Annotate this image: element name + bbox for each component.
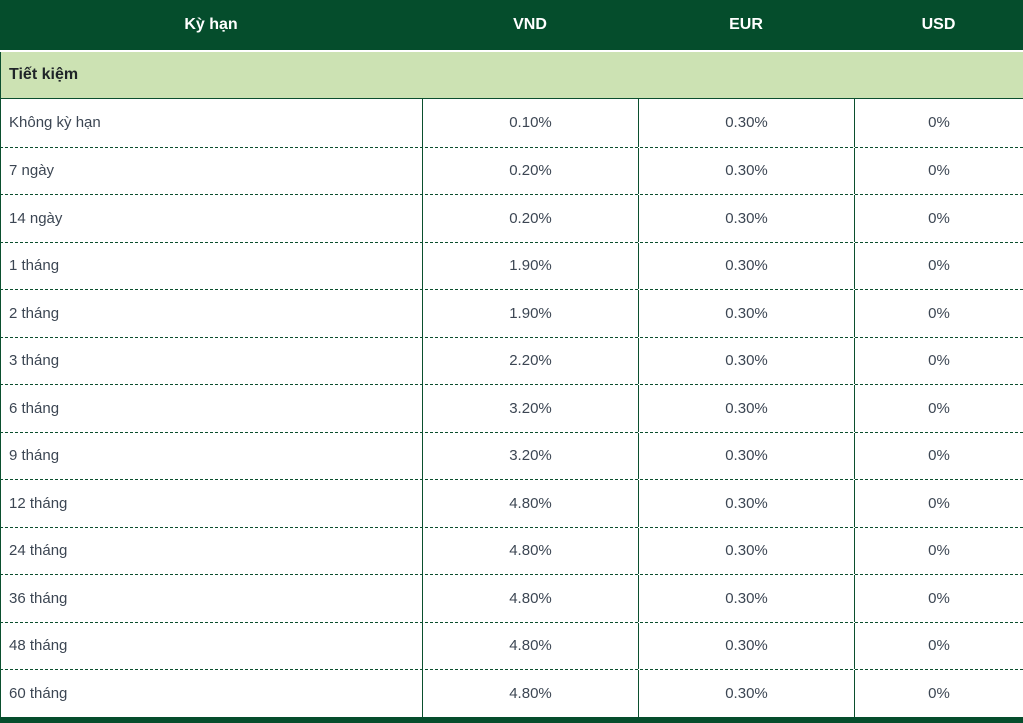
eur-rate-cell: 0.30% — [639, 99, 855, 147]
usd-rate-cell: 0% — [928, 209, 950, 227]
vnd-rate-cell: 0.10% — [423, 99, 639, 147]
term-cell: 2 tháng — [1, 290, 423, 337]
usd-rate-cell: 0% — [928, 352, 950, 370]
rates-rows: Không kỳ hạn 0.10% 0.30% 0% 7 ngày 0.20% 0.30%… — [0, 99, 1023, 717]
vnd-rate-cell: 4.80% — [423, 622, 639, 669]
header-divider — [0, 50, 1023, 52]
term-cell: 1 tháng — [1, 242, 423, 289]
term-cell: 6 tháng — [1, 385, 423, 432]
term-cell: 24 tháng — [1, 527, 423, 574]
table-row: 60 tháng 4.80% 0.30% 0% — [0, 669, 1023, 717]
term-cell: 7 ngày — [1, 147, 423, 194]
vnd-rate-cell: 4.80% — [423, 670, 639, 717]
vnd-rate-cell: 1.90% — [423, 290, 639, 337]
term-cell: 36 tháng — [1, 575, 423, 622]
eur-rate-cell: 0.30% — [639, 432, 855, 479]
vnd-rate-cell: 4.80% — [423, 575, 639, 622]
eur-rate-cell: 0.30% — [639, 385, 855, 432]
eur-rate-cell: 0.30% — [639, 480, 855, 527]
column-header-usd: USD — [921, 16, 956, 33]
usd-rate-cell: 0% — [928, 589, 950, 607]
vnd-rate-cell: 4.80% — [423, 480, 639, 527]
eur-rate-cell: 0.30% — [639, 670, 855, 717]
usd-rate-cell: 0% — [928, 114, 950, 132]
eur-rate-cell: 0.30% — [639, 242, 855, 289]
table-row: 6 tháng 3.20% 0.30% 0% — [0, 384, 1023, 432]
eur-rate-cell: 0.30% — [639, 290, 855, 337]
term-cell: 48 tháng — [1, 622, 423, 669]
usd-rate-cell: 0% — [928, 304, 950, 322]
term-cell: 14 ngày — [1, 195, 423, 242]
vnd-rate-cell: 0.20% — [423, 147, 639, 194]
table-row: 48 tháng 4.80% 0.30% 0% — [0, 621, 1023, 669]
next-section-header-cutoff — [0, 716, 1023, 723]
term-cell: 60 tháng — [1, 670, 423, 717]
column-header-vnd: VND — [513, 16, 547, 33]
eur-rate-cell: 0.30% — [639, 337, 855, 384]
table-row: 2 tháng 1.90% 0.30% 0% — [0, 289, 1023, 337]
table-row: 36 tháng 4.80% 0.30% 0% — [0, 574, 1023, 622]
usd-rate-cell: 0% — [928, 542, 950, 560]
column-header-eur: EUR — [729, 16, 763, 33]
usd-rate-cell: 0% — [928, 684, 950, 702]
term-cell: 12 tháng — [1, 480, 423, 527]
vnd-rate-cell: 2.20% — [423, 337, 639, 384]
column-header-term: Kỳ hạn — [184, 16, 238, 33]
eur-rate-cell: 0.30% — [639, 527, 855, 574]
section-label: Tiết kiệm — [9, 66, 79, 83]
table-row: 14 ngày 0.20% 0.30% 0% — [0, 194, 1023, 242]
table-row: 3 tháng 2.20% 0.30% 0% — [0, 336, 1023, 384]
eur-rate-cell: 0.30% — [639, 575, 855, 622]
table-header-row: Kỳ hạn VND EUR USD — [0, 0, 1023, 50]
eur-rate-cell: 0.30% — [639, 622, 855, 669]
eur-rate-cell: 0.30% — [639, 147, 855, 194]
table-row: 7 ngày 0.20% 0.30% 0% — [0, 146, 1023, 194]
term-cell: 3 tháng — [1, 337, 423, 384]
term-cell: Không kỳ hạn — [1, 99, 423, 147]
usd-rate-cell: 0% — [928, 399, 950, 417]
table-row: 1 tháng 1.90% 0.30% 0% — [0, 241, 1023, 289]
term-cell: 9 tháng — [1, 432, 423, 479]
usd-rate-cell: 0% — [928, 637, 950, 655]
vnd-rate-cell: 1.90% — [423, 242, 639, 289]
usd-rate-cell: 0% — [928, 494, 950, 512]
table-row: 9 tháng 3.20% 0.30% 0% — [0, 431, 1023, 479]
usd-rate-cell: 0% — [928, 447, 950, 465]
table-row: Không kỳ hạn 0.10% 0.30% 0% — [0, 99, 1023, 147]
section-row-savings: Tiết kiệm — [0, 52, 1023, 99]
vnd-rate-cell: 3.20% — [423, 432, 639, 479]
usd-rate-cell: 0% — [928, 162, 950, 180]
vnd-rate-cell: 3.20% — [423, 385, 639, 432]
usd-rate-cell: 0% — [928, 257, 950, 275]
eur-rate-cell: 0.30% — [639, 195, 855, 242]
table-row: 24 tháng 4.80% 0.30% 0% — [0, 526, 1023, 574]
vnd-rate-cell: 4.80% — [423, 527, 639, 574]
table-row: 12 tháng 4.80% 0.30% 0% — [0, 479, 1023, 527]
vnd-rate-cell: 0.20% — [423, 195, 639, 242]
